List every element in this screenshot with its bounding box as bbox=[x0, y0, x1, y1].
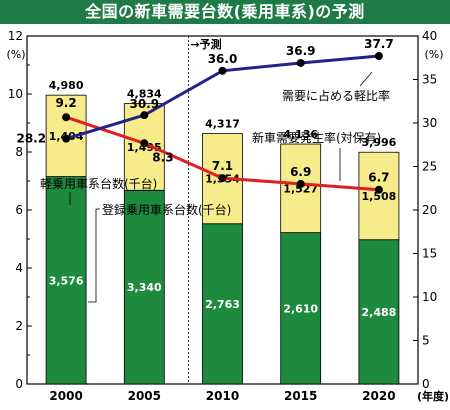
bar-registered-value-label: 3,340 bbox=[127, 281, 162, 294]
line-kei-share-value-label: 28.2 bbox=[16, 132, 46, 146]
bar-registered bbox=[123, 189, 165, 385]
right-axis-tick-label: 40 bbox=[422, 29, 437, 43]
right-axis-tick-label: 25 bbox=[422, 160, 437, 174]
line-new-car-demand-rate-value-label: 8.3 bbox=[152, 150, 173, 164]
forecast-marker-label: →予測 bbox=[190, 37, 221, 51]
x-tick-label: 2015 bbox=[284, 389, 317, 403]
x-tick-label: 2010 bbox=[206, 389, 239, 403]
bar-registered-value-label: 2,488 bbox=[362, 306, 397, 319]
line-kei-share-value-label: 30.9 bbox=[129, 97, 159, 111]
line-kei-share-point bbox=[218, 66, 227, 75]
bar-registered-value-label: 2,610 bbox=[283, 302, 318, 315]
left-axis-tick-label: 12 bbox=[8, 29, 23, 43]
bar-total-label: 4,980 bbox=[49, 79, 84, 92]
bar-registered bbox=[45, 176, 87, 385]
bar-registered bbox=[280, 232, 322, 385]
bar-total-label: 4,834 bbox=[127, 88, 162, 101]
bar-registered bbox=[358, 239, 400, 385]
right-axis-tick-label: 15 bbox=[422, 247, 437, 261]
legend-registered-count-leader bbox=[88, 208, 100, 303]
line-new-car-demand-rate-value-label: 9.2 bbox=[55, 96, 76, 110]
line-new-car-demand-rate-point bbox=[374, 185, 383, 194]
bar-kei bbox=[280, 143, 322, 234]
line-new-car-demand-rate-value-label: 6.9 bbox=[290, 165, 311, 179]
legend-kei-count-label: 軽乗用車系台数(千台) bbox=[40, 176, 157, 191]
bar-kei bbox=[358, 151, 400, 241]
left-axis-tick-label: 0 bbox=[15, 377, 23, 391]
right-axis-tick-label: 35 bbox=[422, 73, 437, 87]
line-new-car-demand-rate-point bbox=[140, 139, 149, 148]
legend-new-car-demand-rate-label: 新車需要発生率(対保有) bbox=[252, 130, 381, 145]
left-axis-tick-label: 6 bbox=[15, 203, 23, 217]
line-kei-share-point bbox=[140, 111, 149, 120]
bar-kei-value-label: 1,495 bbox=[127, 141, 162, 154]
left-axis-tick-label: 10 bbox=[8, 87, 23, 101]
legend-kei-share-leader bbox=[359, 71, 373, 87]
line-kei-share-point bbox=[374, 52, 383, 61]
legend-registered-count-label: 登録乗用車系台数(千台) bbox=[102, 202, 231, 217]
right-axis-tick-label: 30 bbox=[422, 116, 437, 130]
line-new-car-demand-rate-point bbox=[218, 174, 227, 183]
bar-total-label: 4,136 bbox=[283, 128, 318, 141]
bar-kei-value-label: 1,508 bbox=[362, 190, 397, 203]
line-kei-share-point bbox=[62, 134, 71, 143]
left-axis-tick-label: 4 bbox=[15, 261, 23, 275]
x-tick-label: 2020 bbox=[362, 389, 395, 403]
x-axis-unit: (年度) bbox=[417, 389, 449, 403]
x-tick-label: 2005 bbox=[128, 389, 161, 403]
line-new-car-demand-rate-point bbox=[62, 113, 71, 122]
line-kei-share-value-label: 37.7 bbox=[364, 37, 394, 51]
bar-registered-value-label: 2,763 bbox=[205, 298, 240, 311]
line-new-car-demand-rate-value-label: 6.7 bbox=[368, 171, 389, 185]
x-tick-label: 2000 bbox=[49, 389, 82, 403]
right-axis-tick-label: 20 bbox=[422, 203, 437, 217]
line-kei-share-value-label: 36.0 bbox=[208, 52, 238, 66]
bar-registered-value-label: 3,576 bbox=[49, 274, 84, 287]
bar-total-label: 3,996 bbox=[362, 136, 397, 149]
bar-registered bbox=[202, 223, 243, 385]
bar-total-label: 4,317 bbox=[205, 118, 240, 131]
line-kei-share-point bbox=[296, 58, 305, 67]
left-axis-tick-label: 2 bbox=[15, 319, 23, 333]
line-kei-share-value-label: 36.9 bbox=[286, 44, 316, 58]
right-axis-tick-label: 0 bbox=[422, 377, 430, 391]
left-axis-unit: (%) bbox=[6, 48, 25, 61]
line-new-car-demand-rate-point bbox=[296, 179, 305, 188]
right-axis-unit: (%) bbox=[424, 48, 443, 61]
chart-title: 全国の新車需要台数(乗用車系)の予測 bbox=[0, 0, 450, 24]
left-axis-tick-label: 8 bbox=[15, 145, 23, 159]
right-axis-tick-label: 10 bbox=[422, 290, 437, 304]
right-axis-tick-label: 5 bbox=[422, 334, 430, 348]
line-new-car-demand-rate-value-label: 7.1 bbox=[212, 159, 233, 173]
legend-kei-share-label: 需要に占める軽比率 bbox=[282, 88, 390, 103]
